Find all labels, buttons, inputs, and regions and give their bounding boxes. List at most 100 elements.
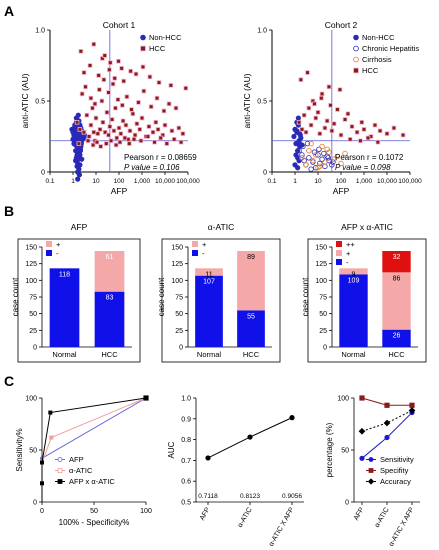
- y-tick-label: 125: [315, 261, 327, 268]
- x-tick-label: 100,000: [398, 178, 422, 185]
- data-point-hcc: [359, 120, 365, 125]
- y-tick-label: 100: [25, 396, 37, 403]
- legend-label: ++: [346, 240, 355, 249]
- data-point-hcc: [109, 117, 115, 122]
- legend-marker: [368, 468, 374, 473]
- perf-line-accuracy: [361, 410, 413, 432]
- legend-swatch: [46, 241, 52, 247]
- x-tick-label: HCC: [243, 350, 260, 359]
- y-axis-label: anti-ATIC (AU): [242, 73, 252, 128]
- data-point-hcc: [372, 122, 378, 128]
- roc-line: [41, 397, 147, 502]
- bar-value-label: 109: [348, 277, 360, 284]
- data-point-hcc: [365, 135, 371, 141]
- chart-title: Cohort 1: [103, 20, 136, 30]
- data-point-hcc: [331, 121, 337, 127]
- perf-point-specifity: [409, 402, 415, 408]
- legend-label: HCC: [149, 44, 166, 53]
- legend-label: -: [202, 249, 205, 258]
- data-point-hcc: [171, 137, 177, 142]
- data-point-hcc: [107, 67, 112, 73]
- data-point-chronic-hepatitis: [315, 152, 321, 158]
- data-point-hcc: [312, 101, 317, 107]
- data-point-hcc: [111, 128, 117, 134]
- data-point-cirrhosis: [324, 146, 330, 152]
- data-point-hcc: [377, 128, 383, 134]
- legend-marker: [57, 468, 63, 473]
- data-point-hcc: [119, 66, 124, 71]
- y-tick-label: 0.6: [181, 479, 191, 486]
- perf-point-sensitivity: [384, 434, 390, 441]
- bar-segment: [382, 329, 411, 347]
- chart-frame: [17, 238, 141, 363]
- data-point-cirrhosis: [322, 159, 328, 165]
- roc-line: [41, 397, 147, 502]
- data-point-hcc: [139, 115, 145, 121]
- y-axis-label: percentage (%): [325, 422, 334, 477]
- data-point-hcc: [337, 87, 343, 92]
- x-axis-label: AFP: [333, 186, 350, 196]
- data-point-hcc: [400, 132, 406, 138]
- perf-point-specifity: [359, 395, 365, 401]
- bar-segment: [382, 272, 411, 330]
- data-point-hcc: [322, 125, 328, 131]
- y-tick-label: 50: [175, 311, 183, 318]
- y-tick-label: 150: [171, 245, 183, 252]
- data-point-hcc: [113, 142, 119, 148]
- data-point-hcc: [136, 100, 141, 105]
- data-point-non-hcc: [297, 132, 303, 138]
- bar-segment: [49, 268, 80, 347]
- x-tick-label: 10,000: [377, 178, 397, 185]
- data-point-hcc: [317, 131, 323, 136]
- data-point-hcc: [93, 115, 99, 121]
- x-tick-label: 10,000: [155, 178, 175, 185]
- x-tick-label: 50: [90, 508, 98, 515]
- legend-marker: [353, 34, 359, 41]
- legend-label: -: [346, 258, 349, 267]
- legend-marker: [367, 478, 375, 485]
- data-point-chronic-hepatitis: [304, 140, 311, 147]
- data-point-chronic-hepatitis: [300, 143, 306, 150]
- y-tick-label: 125: [171, 261, 183, 268]
- bar-value-label: 32: [393, 254, 401, 261]
- data-point-hcc: [94, 139, 100, 145]
- data-point-hcc: [121, 78, 126, 84]
- y-tick-label: 0.5: [35, 99, 45, 106]
- data-point-hcc: [137, 127, 143, 132]
- data-point-hcc: [87, 63, 93, 68]
- data-point-hcc: [156, 80, 162, 85]
- data-point-hcc: [102, 129, 108, 135]
- data-point-hcc: [324, 118, 330, 124]
- legend-label: AFP: [69, 455, 84, 464]
- bar-value-label: 11: [205, 271, 212, 278]
- data-point-hcc: [308, 122, 314, 128]
- data-point-hcc: [114, 135, 120, 141]
- data-point-non-hcc: [296, 139, 302, 145]
- y-tick-label: 25: [29, 328, 37, 335]
- data-point-hcc: [335, 107, 340, 112]
- data-point-hcc: [296, 120, 302, 125]
- legend-marker: [353, 45, 359, 52]
- y-tick-label: 25: [319, 328, 327, 335]
- data-point-hcc: [133, 71, 139, 77]
- data-point-hcc: [147, 74, 153, 80]
- data-point-hcc: [104, 110, 110, 115]
- bar-value-label: 9: [352, 271, 356, 278]
- y-axis-label: Sensitivity%: [15, 428, 24, 471]
- data-point-hcc: [84, 112, 90, 118]
- perf-point-accuracy: [408, 407, 416, 414]
- y-axis-label: case count: [11, 277, 20, 316]
- y-tick-label: 0: [345, 500, 349, 507]
- data-point-hcc: [349, 124, 355, 129]
- x-tick-label: α-ATIC: [374, 507, 391, 529]
- data-point-hcc: [319, 95, 324, 101]
- data-point-hcc: [131, 137, 137, 142]
- data-point-non-hcc: [75, 112, 81, 118]
- y-axis-label: case count: [157, 277, 166, 316]
- data-point-non-hcc: [77, 148, 84, 154]
- y-tick-label: 75: [319, 295, 327, 302]
- bar-segment: [382, 251, 411, 273]
- data-point-hcc: [97, 127, 103, 132]
- data-point-chronic-hepatitis: [330, 159, 336, 165]
